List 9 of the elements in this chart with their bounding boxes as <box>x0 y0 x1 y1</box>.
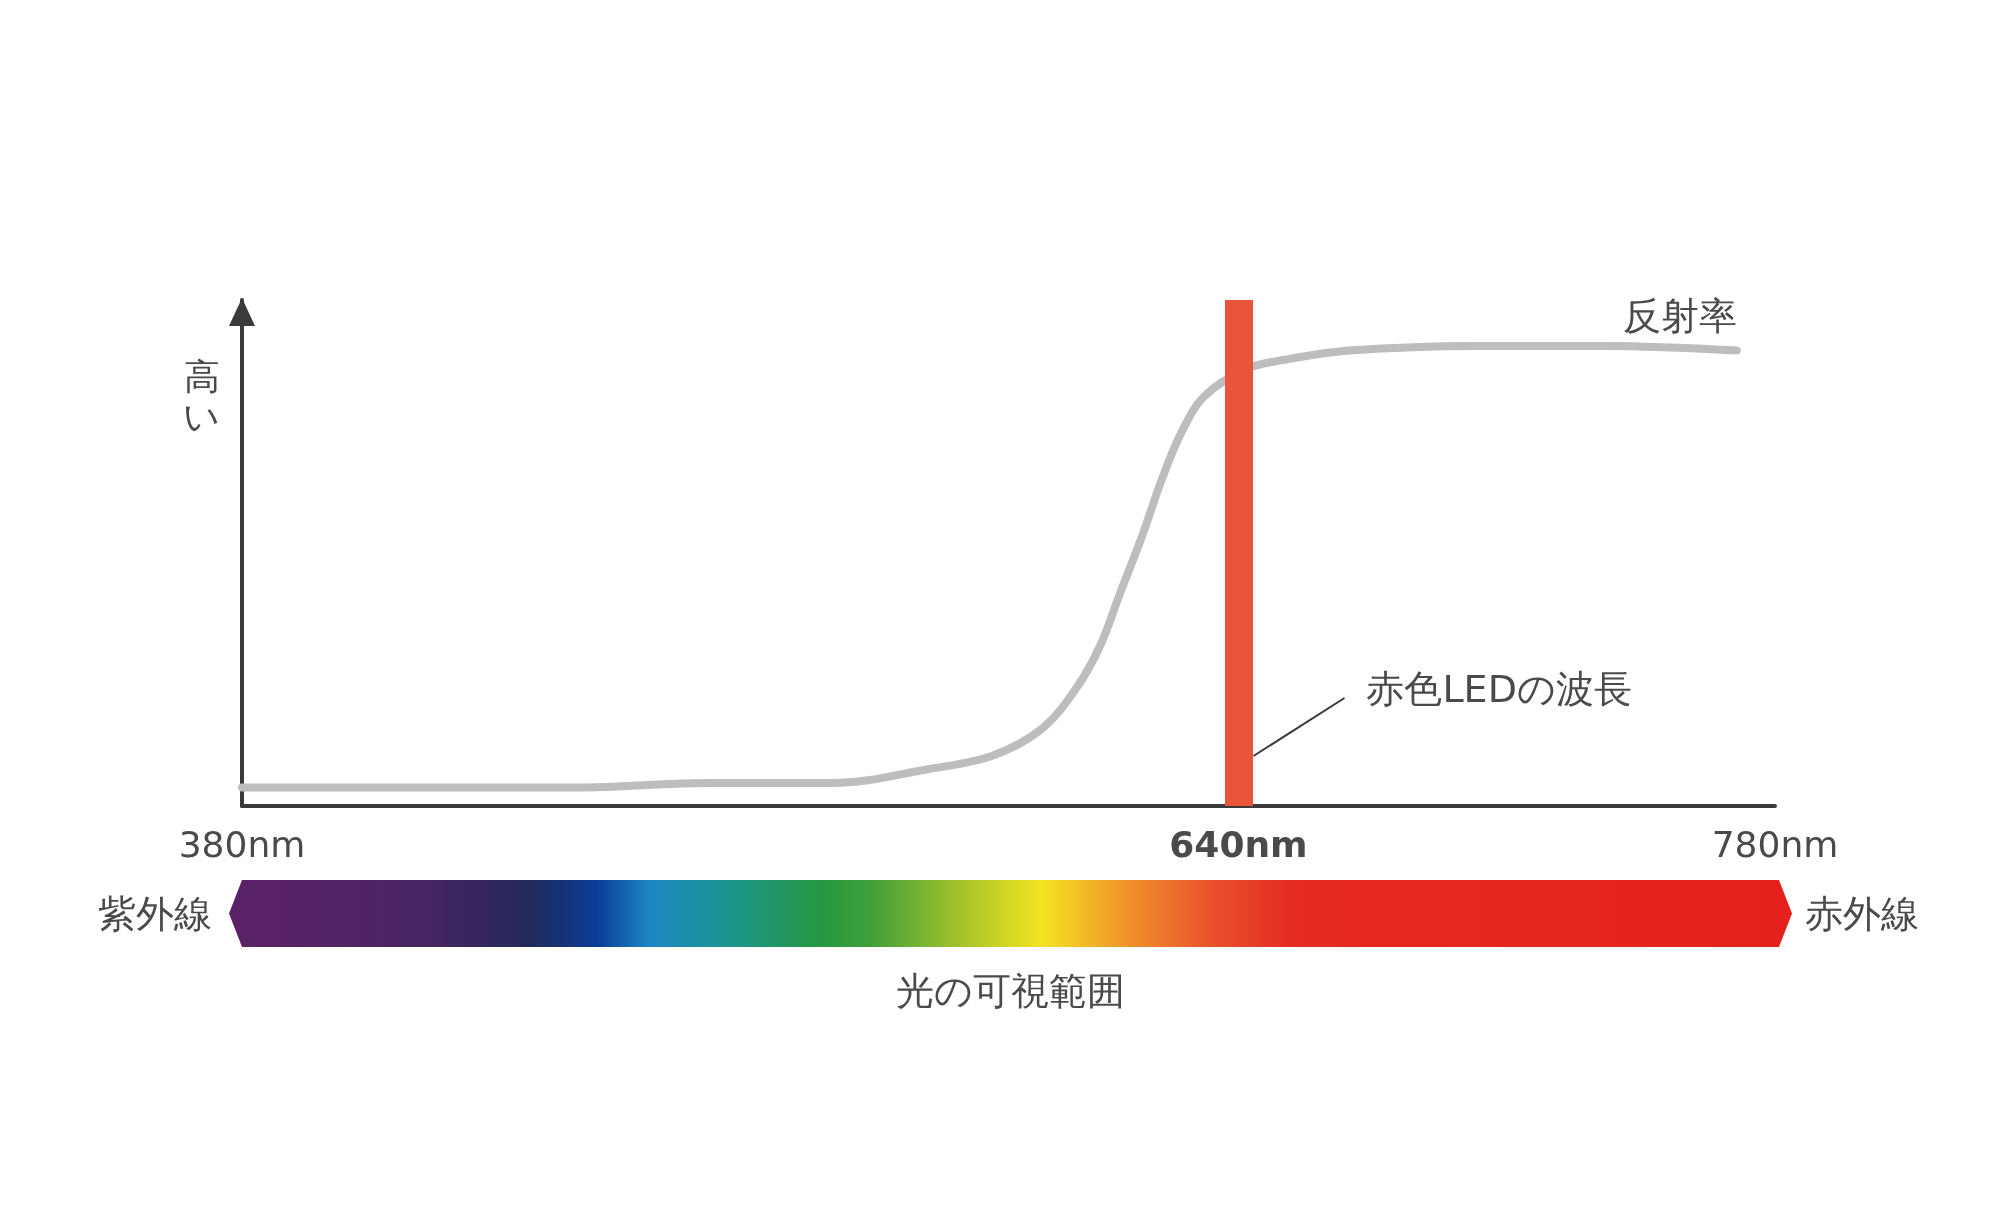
text: 光の可視範囲 <box>896 969 1125 1013</box>
x-tick-label: 640nm <box>1169 823 1308 865</box>
x-tick-label: 780nm <box>1711 823 1839 865</box>
y-axis-title: 高い <box>183 355 220 437</box>
text: 紫外線 <box>98 891 212 936</box>
ref-line-label: 赤色LEDの波長 <box>1366 667 1632 711</box>
text: 赤外線 <box>1805 891 1919 936</box>
x-tick-label: 380nm <box>178 823 306 865</box>
series-label: 反射率 <box>1622 293 1737 338</box>
